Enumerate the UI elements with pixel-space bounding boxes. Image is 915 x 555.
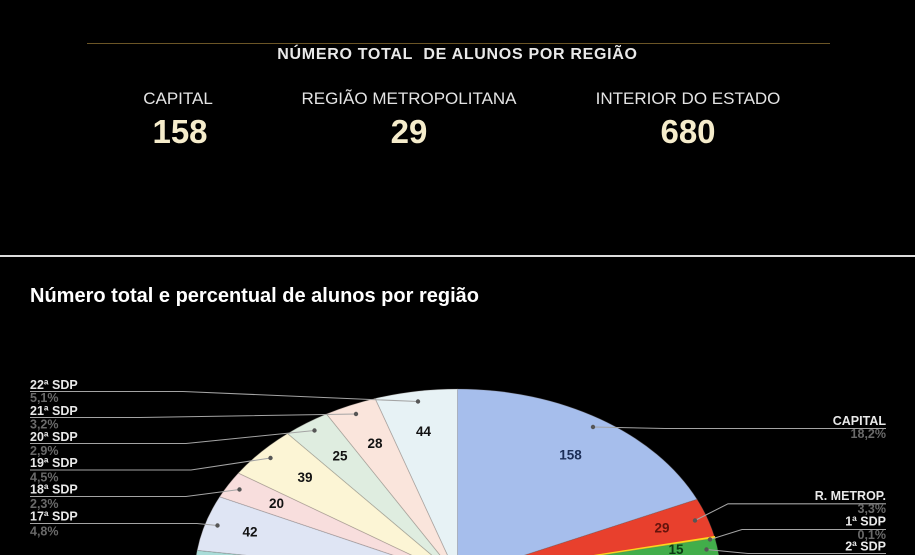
svg-text:28: 28 xyxy=(367,436,383,451)
svg-text:29: 29 xyxy=(654,520,669,535)
svg-text:18,2%: 18,2% xyxy=(851,427,886,441)
svg-text:4,5%: 4,5% xyxy=(30,471,59,485)
svg-text:CAPITAL: CAPITAL xyxy=(833,414,887,428)
svg-text:17ª SDP: 17ª SDP xyxy=(30,509,78,523)
svg-text:2,3%: 2,3% xyxy=(30,497,59,511)
svg-text:3,2%: 3,2% xyxy=(30,418,59,432)
svg-text:0,1%: 0,1% xyxy=(858,528,887,542)
svg-text:19ª SDP: 19ª SDP xyxy=(30,456,78,470)
svg-text:4,8%: 4,8% xyxy=(30,525,59,539)
svg-text:2ª SDP: 2ª SDP xyxy=(845,540,886,554)
svg-text:1ª SDP: 1ª SDP xyxy=(845,515,886,529)
svg-text:44: 44 xyxy=(416,424,432,439)
svg-text:5,1%: 5,1% xyxy=(30,391,59,405)
svg-text:25: 25 xyxy=(332,448,348,463)
svg-text:R. METROP.: R. METROP. xyxy=(815,489,886,503)
svg-text:18ª SDP: 18ª SDP xyxy=(30,483,78,497)
svg-text:42: 42 xyxy=(242,524,257,539)
svg-text:2,9%: 2,9% xyxy=(30,444,59,458)
svg-text:20: 20 xyxy=(269,496,284,511)
svg-text:21ª SDP: 21ª SDP xyxy=(30,404,78,418)
svg-text:22ª SDP: 22ª SDP xyxy=(30,378,78,392)
svg-text:20ª SDP: 20ª SDP xyxy=(30,430,78,444)
svg-text:3,3%: 3,3% xyxy=(858,502,887,516)
svg-text:158: 158 xyxy=(559,447,582,462)
svg-text:15: 15 xyxy=(668,542,684,555)
svg-text:39: 39 xyxy=(297,470,312,485)
